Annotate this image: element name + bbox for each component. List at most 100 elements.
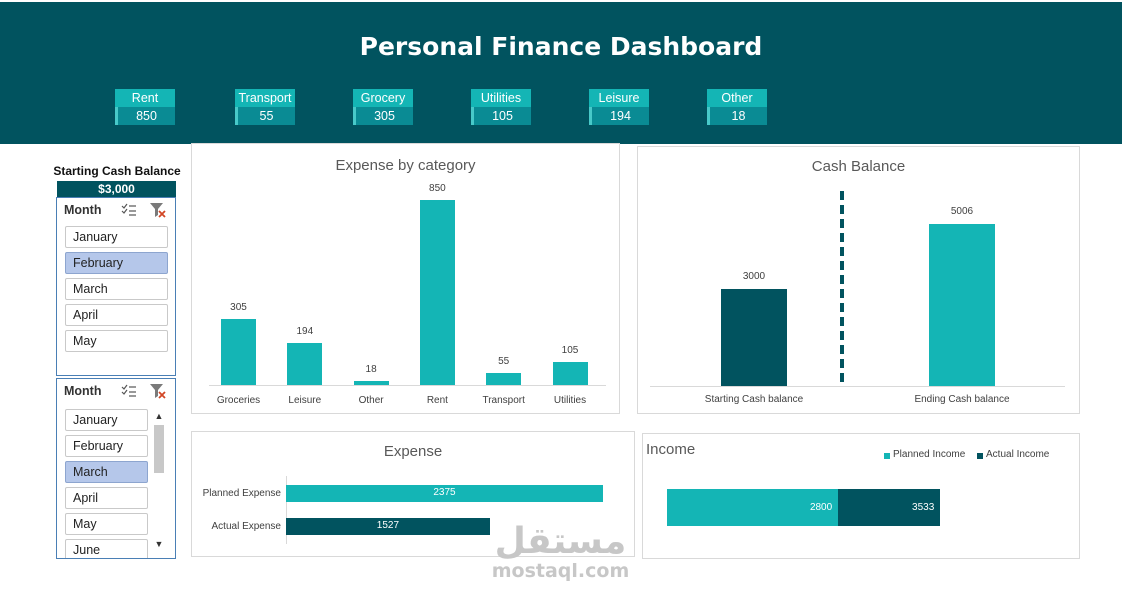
multi-select-icon[interactable] bbox=[121, 203, 137, 217]
kpi-value: 105 bbox=[471, 107, 531, 125]
slicer-header: Month bbox=[57, 198, 175, 222]
scroll-down-icon[interactable]: ▼ bbox=[154, 539, 164, 549]
bar[interactable] bbox=[287, 342, 323, 385]
category-label: Transport bbox=[482, 395, 525, 406]
month-slicer-2: Month January February March April May J… bbox=[56, 378, 176, 559]
data-label: 305 bbox=[230, 301, 247, 313]
kpi-value: 55 bbox=[235, 107, 295, 125]
axis-line bbox=[209, 385, 606, 386]
watermark-arabic: مستقل bbox=[494, 521, 627, 562]
kpi-value: 18 bbox=[707, 107, 767, 125]
starting-cash-value: $3,000 bbox=[57, 181, 176, 198]
watermark-latin: mostaql.com bbox=[491, 560, 630, 582]
bar[interactable] bbox=[552, 362, 588, 385]
slicer-item-may[interactable]: May bbox=[65, 513, 148, 535]
slicer-scrollbar[interactable]: ▲ ▼ bbox=[152, 411, 166, 553]
month-slicer-1: Month January February March April May bbox=[56, 197, 176, 376]
expense-by-category-chart[interactable]: Expense by category 305 Groceries 194 Leisu… bbox=[191, 143, 620, 414]
chart-title: Expense by category bbox=[335, 157, 476, 174]
legend-label: Actual Income bbox=[986, 449, 1050, 460]
watermark-logo: مستقل mostaql.com bbox=[488, 521, 633, 582]
legend-label: Planned Income bbox=[893, 449, 966, 460]
bar[interactable] bbox=[667, 489, 839, 526]
kpi-transport: Transport 55 bbox=[235, 89, 295, 125]
bar[interactable] bbox=[353, 381, 389, 385]
bar[interactable] bbox=[419, 200, 455, 385]
kpi-label: Grocery bbox=[353, 89, 413, 107]
dashboard-header: Personal Finance Dashboard bbox=[0, 2, 1122, 144]
expense-chart[interactable]: Expense 2375 Planned Expense 1527 Actual Ex… bbox=[191, 431, 635, 557]
data-label: 2800 bbox=[809, 502, 833, 513]
slicer-title: Month bbox=[64, 384, 102, 398]
bar[interactable] bbox=[286, 518, 490, 535]
chart-title: Income bbox=[646, 441, 696, 458]
bar[interactable] bbox=[286, 485, 603, 502]
data-label: 3533 bbox=[912, 502, 935, 513]
kpi-utilities: Utilities 105 bbox=[471, 89, 531, 125]
slicer-header: Month bbox=[57, 379, 175, 403]
category-label: Groceries bbox=[216, 395, 261, 406]
category-label: Other bbox=[358, 395, 384, 406]
divider-dashed-line bbox=[840, 191, 844, 387]
data-label: 5006 bbox=[950, 206, 974, 217]
scroll-up-icon[interactable]: ▲ bbox=[154, 411, 164, 421]
slicer-item-march[interactable]: March bbox=[65, 278, 168, 300]
bar[interactable] bbox=[929, 224, 995, 386]
bar[interactable] bbox=[721, 288, 787, 386]
kpi-value: 305 bbox=[353, 107, 413, 125]
kpi-label: Rent bbox=[115, 89, 175, 107]
slicer-item-february[interactable]: February bbox=[65, 435, 148, 457]
data-label: 55 bbox=[498, 356, 510, 368]
data-label: 2375 bbox=[433, 487, 456, 498]
category-label: Utilities bbox=[553, 395, 587, 406]
dashboard-title: Personal Finance Dashboard bbox=[359, 32, 763, 61]
slicer-title: Month bbox=[64, 203, 102, 217]
axis-line bbox=[286, 476, 287, 544]
data-label: 1527 bbox=[376, 520, 400, 531]
category-label: Actual Expense bbox=[211, 521, 282, 532]
kpi-value: 850 bbox=[115, 107, 175, 125]
category-label: Leisure bbox=[288, 395, 322, 406]
category-label: Planned Expense bbox=[202, 488, 281, 499]
data-label: 194 bbox=[296, 325, 314, 337]
slicer-item-may[interactable]: May bbox=[65, 330, 168, 352]
axis-line bbox=[650, 386, 1065, 387]
data-label: 3000 bbox=[742, 270, 766, 282]
kpi-value: 194 bbox=[589, 107, 649, 125]
kpi-other: Other 18 bbox=[707, 89, 767, 125]
category-label: Ending Cash balance bbox=[914, 394, 1010, 405]
income-chart[interactable]: Income 2800 3533 Planned Income Actual Inco… bbox=[642, 433, 1080, 559]
slicer-item-january[interactable]: January bbox=[65, 409, 148, 431]
kpi-label: Other bbox=[707, 89, 767, 107]
slicer-item-april[interactable]: April bbox=[65, 304, 168, 326]
category-label: Rent bbox=[426, 395, 448, 406]
starting-cash-title: Starting Cash Balance bbox=[53, 164, 181, 178]
slicer-item-january[interactable]: January bbox=[65, 226, 168, 248]
slicer-item-february[interactable]: February bbox=[65, 252, 168, 274]
kpi-label: Transport bbox=[235, 89, 295, 107]
legend-swatch bbox=[977, 453, 983, 459]
kpi-label: Leisure bbox=[589, 89, 649, 107]
chart-title: Cash Balance bbox=[811, 158, 906, 175]
kpi-rent: Rent 850 bbox=[115, 89, 175, 125]
clear-filter-icon[interactable] bbox=[149, 383, 167, 399]
cash-balance-chart[interactable]: Cash Balance 3000 Starting Cash balance 50… bbox=[637, 146, 1080, 414]
clear-filter-icon[interactable] bbox=[149, 202, 167, 218]
chart-title: Expense bbox=[383, 443, 443, 460]
data-label: 105 bbox=[561, 345, 579, 357]
category-label: Starting Cash balance bbox=[704, 394, 804, 405]
slicer-item-april[interactable]: April bbox=[65, 487, 148, 509]
slicer-item-june[interactable]: June bbox=[65, 539, 148, 558]
kpi-grocery: Grocery 305 bbox=[353, 89, 413, 125]
bar[interactable] bbox=[838, 489, 941, 526]
data-label: 18 bbox=[365, 364, 377, 376]
scroll-thumb[interactable] bbox=[154, 425, 164, 473]
legend-swatch bbox=[884, 453, 890, 459]
bar[interactable] bbox=[221, 318, 256, 385]
bar[interactable] bbox=[486, 373, 522, 385]
data-label: 850 bbox=[429, 183, 446, 194]
kpi-leisure: Leisure 194 bbox=[589, 89, 649, 125]
slicer-item-march[interactable]: March bbox=[65, 461, 148, 483]
multi-select-icon[interactable] bbox=[121, 384, 137, 398]
kpi-label: Utilities bbox=[471, 89, 531, 107]
